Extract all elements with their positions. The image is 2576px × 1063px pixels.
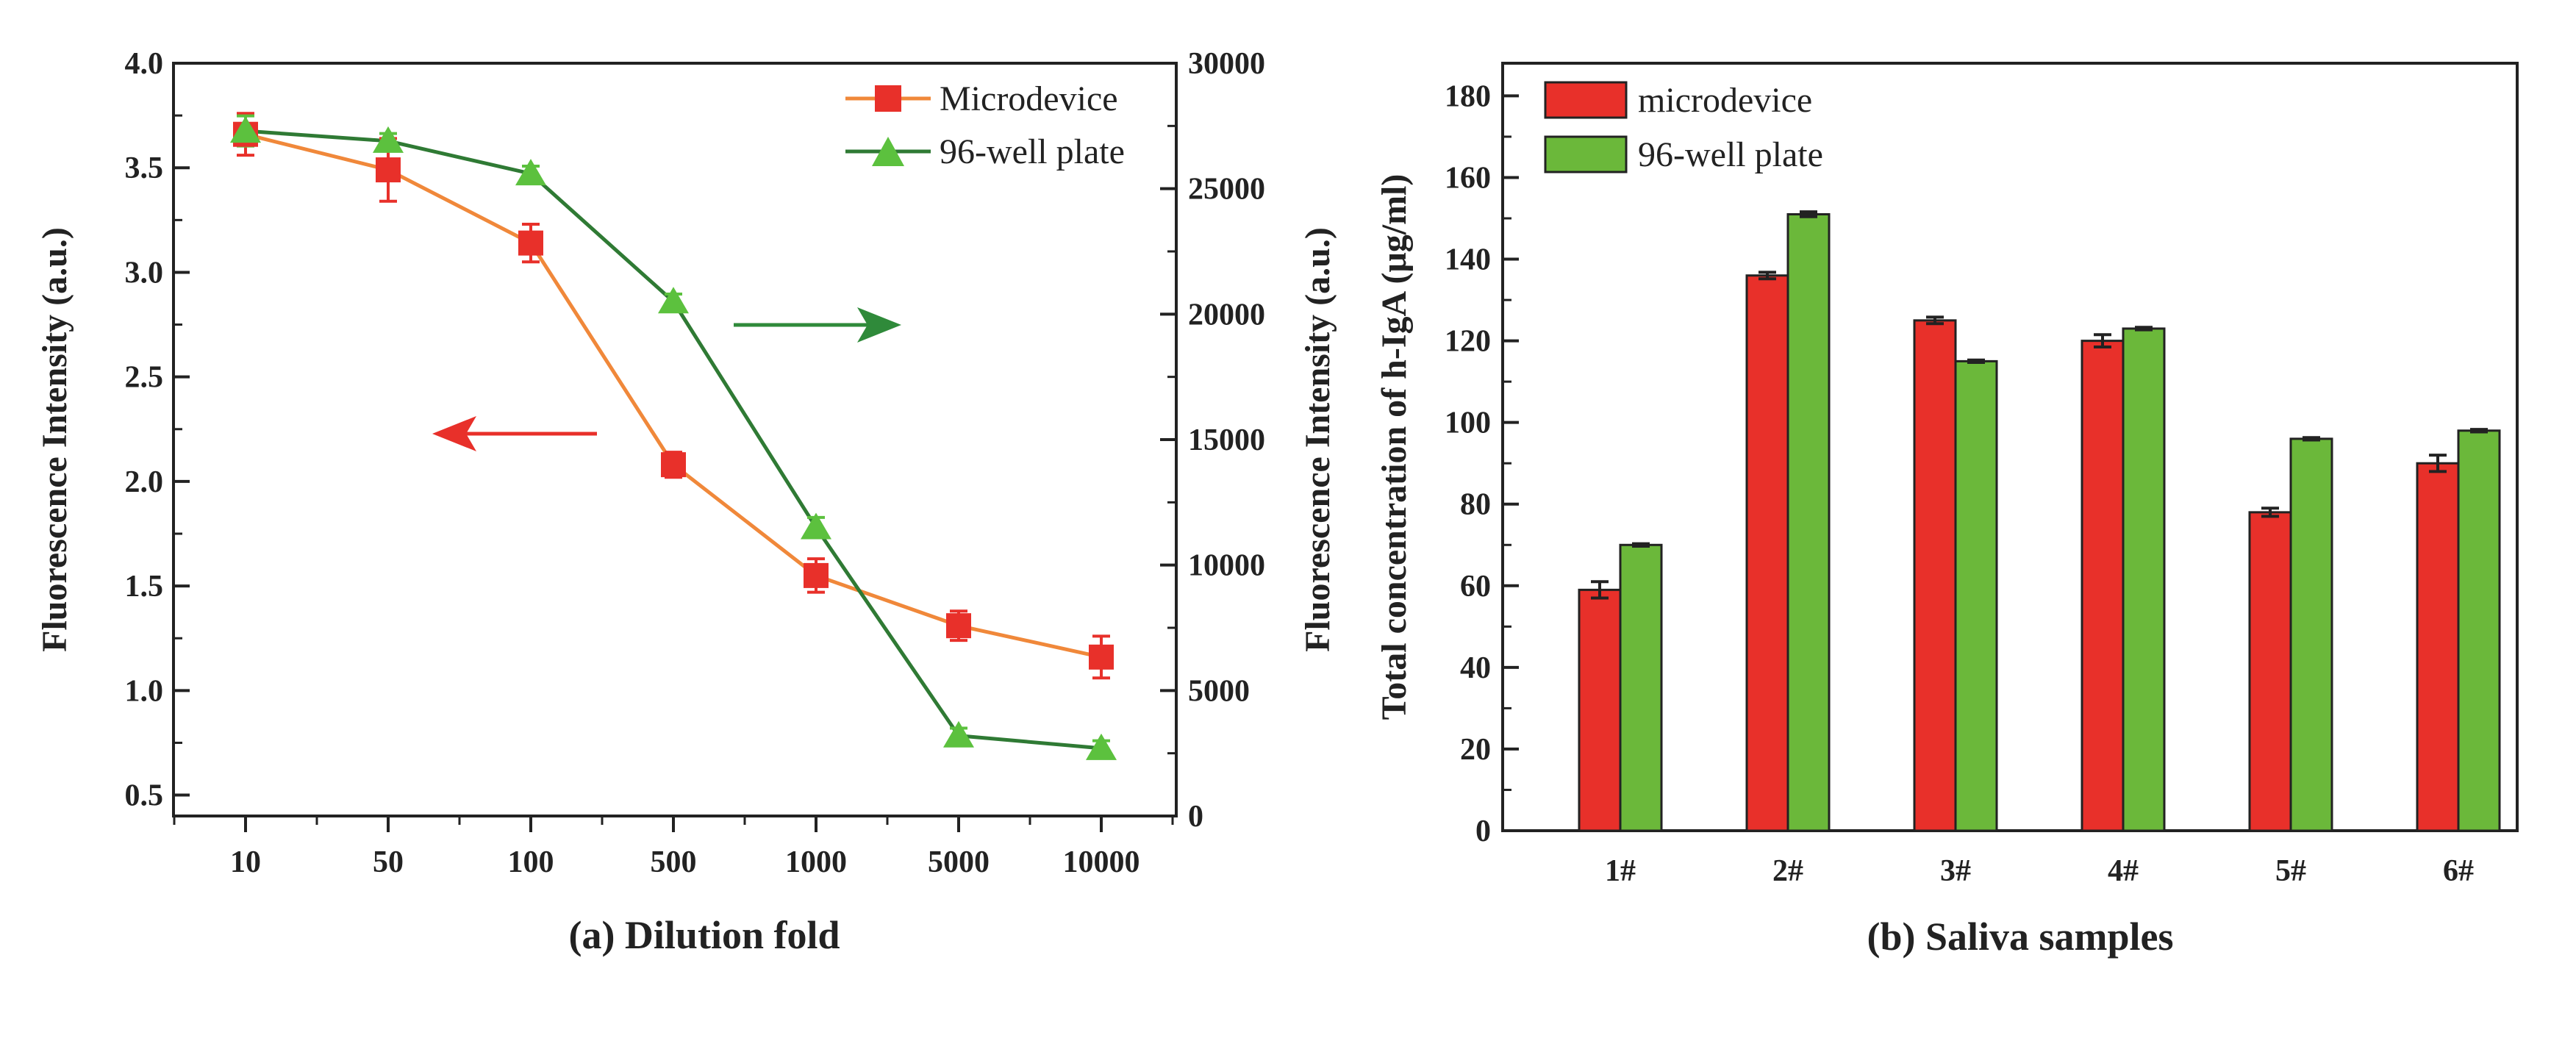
x-tick-label: 500 <box>651 845 697 879</box>
bar-96-well-plate <box>1786 212 1831 832</box>
left-y-tick-label: 4.0 <box>125 47 164 81</box>
right-y-tick-label: 30000 <box>1188 47 1265 81</box>
chart-a-right-axis-title: Fluorescence Intensity (a.u.) <box>1298 227 1337 652</box>
bar-96-well-plate <box>2457 429 2501 832</box>
data-point-microdevice <box>661 452 686 478</box>
legend-label-96-well-plate: 96-well plate <box>940 132 1125 171</box>
legend-label-96-well-plate-b: 96-well plate <box>1638 135 1823 174</box>
bar-96-well-plate <box>2289 437 2333 832</box>
x-tick-label: 6# <box>2443 854 2474 888</box>
x-tick-label: 5# <box>2275 854 2306 888</box>
x-tick-label: 50 <box>373 845 404 879</box>
chart-a-legend: Microdevice 96-well plate <box>845 79 1125 171</box>
bar-microdevice <box>2248 511 2292 832</box>
right-y-tick-label: 0 <box>1188 800 1203 834</box>
right-y-tick-label: 5000 <box>1188 674 1250 708</box>
left-axis-arrow <box>432 416 597 451</box>
legend-triangle-marker <box>872 137 904 166</box>
right-y-tick-label: 20000 <box>1188 298 1265 332</box>
y-tick-label: 40 <box>1460 651 1491 685</box>
y-tick-label: 20 <box>1460 733 1491 767</box>
left-y-tick-label: 1.5 <box>125 570 164 604</box>
y-tick-label: 60 <box>1460 570 1491 604</box>
y-tick-label: 120 <box>1445 325 1491 359</box>
x-tick-label: 1000 <box>785 845 847 879</box>
legend-label-microdevice-b: microdevice <box>1638 81 1812 120</box>
data-point-microdevice <box>804 562 829 588</box>
right-y-tick-label: 25000 <box>1188 173 1265 207</box>
legend-swatch-microdevice <box>1544 81 1628 119</box>
bar-96-well-plate <box>2122 327 2166 832</box>
left-y-tick-label: 2.0 <box>125 465 164 499</box>
chart-b-plot-frame <box>1501 62 2519 832</box>
chart-a-caption: (a) Dilution fold <box>568 913 840 957</box>
left-y-tick-label: 3.5 <box>125 151 164 185</box>
y-tick-label: 140 <box>1445 243 1491 277</box>
chart-b-caption: (b) Saliva samples <box>1867 915 2173 959</box>
x-tick-label: 2# <box>1772 854 1803 888</box>
legend-item-96-well-plate-b: 96-well plate <box>1544 135 1823 174</box>
data-point-96-well-plate <box>1086 733 1117 760</box>
data-point-microdevice <box>946 613 971 639</box>
chart-b-y-axis-title: Total concentration of h-IgA (μg/ml) <box>1375 174 1414 720</box>
data-point-96-well-plate <box>658 287 689 314</box>
left-y-tick-label: 3.0 <box>125 256 164 290</box>
legend-item-96-well-plate: 96-well plate <box>845 132 1125 171</box>
chart-a-dilution: 0.5 1.0 1.5 2.0 2.5 3.0 3.5 4.0 0 5000 10000 15000… <box>35 47 1337 957</box>
bar-96-well-plate <box>1954 359 1998 832</box>
data-point-96-well-plate <box>515 159 546 186</box>
y-tick-label: 100 <box>1445 407 1491 440</box>
x-tick-label: 3# <box>1940 854 1971 888</box>
bar-microdevice <box>2416 462 2460 832</box>
y-tick-label: 80 <box>1460 488 1491 522</box>
bar-microdevice <box>1913 319 1957 832</box>
bar-microdevice <box>1745 274 1789 832</box>
x-tick-label: 5000 <box>928 845 990 879</box>
x-tick-label: 4# <box>2108 854 2139 888</box>
legend-item-microdevice-b: microdevice <box>1544 81 1812 120</box>
x-tick-label: 1# <box>1605 854 1636 888</box>
right-y-tick-label: 15000 <box>1188 423 1265 457</box>
data-point-microdevice <box>518 230 543 256</box>
bar-microdevice <box>2081 340 2125 832</box>
legend-item-microdevice: Microdevice <box>845 79 1118 118</box>
y-tick-label: 180 <box>1445 79 1491 113</box>
y-tick-label: 160 <box>1445 161 1491 195</box>
left-y-tick-label: 0.5 <box>125 779 164 813</box>
right-y-tick-label: 10000 <box>1188 549 1265 583</box>
left-y-tick-label: 1.0 <box>125 674 164 708</box>
data-point-96-well-plate <box>801 512 831 540</box>
data-point-96-well-plate <box>230 116 261 143</box>
chart-b-saliva: 0 20 40 60 80 100 120 140 160 180 1# 2# 3# 4# 5# 6# mi… <box>1375 62 2519 959</box>
x-tick-label: 10 <box>230 845 261 879</box>
left-y-tick-label: 2.5 <box>125 361 164 395</box>
bar-microdevice <box>1578 588 1622 832</box>
bar-96-well-plate <box>1619 543 1663 832</box>
x-tick-label: 100 <box>508 845 554 879</box>
data-point-96-well-plate <box>943 720 974 748</box>
x-tick-label: 10000 <box>1063 845 1140 879</box>
data-point-microdevice <box>376 157 401 183</box>
chart-a-left-axis-title: Fluorescence Intensity (a.u.) <box>35 227 74 652</box>
data-point-96-well-plate <box>373 126 404 153</box>
chart-b-legend: microdevice 96-well plate <box>1544 81 1823 174</box>
data-point-microdevice <box>1089 644 1114 670</box>
right-axis-arrow <box>734 307 901 343</box>
legend-square-marker <box>875 85 901 112</box>
legend-swatch-96-well-plate <box>1544 135 1628 173</box>
y-tick-label: 0 <box>1475 815 1491 848</box>
legend-label-microdevice: Microdevice <box>940 79 1118 118</box>
